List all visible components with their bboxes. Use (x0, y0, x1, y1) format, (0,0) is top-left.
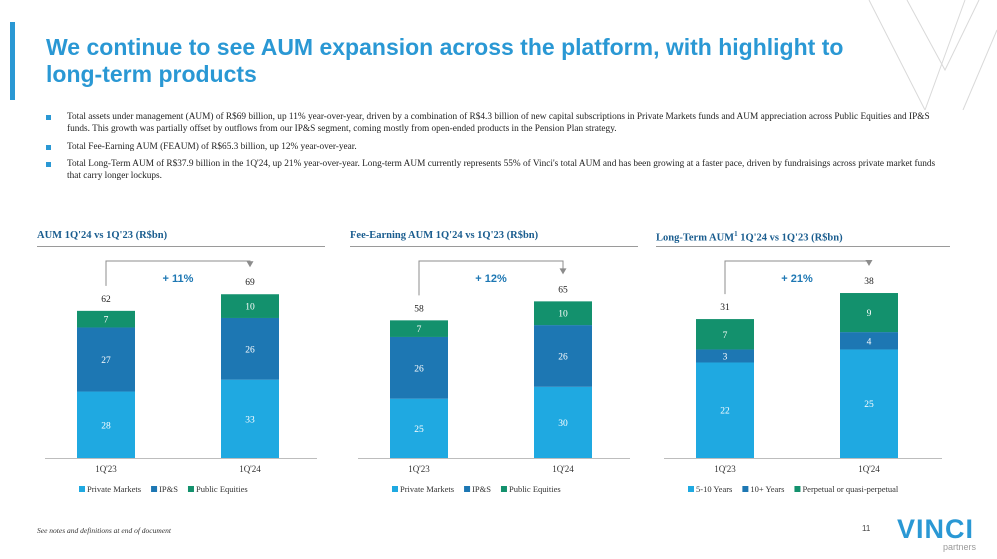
chart-title: Fee-Earning AUM 1Q'24 vs 1Q'23 (R$bn) (350, 230, 539, 241)
aum-chart-panel: AUM 1Q'24 vs 1Q'23 (R$bn) 28 27 7 62 1Q'23 33… (37, 230, 325, 505)
category-label: 1Q'23 (408, 464, 430, 474)
chart-title-rule (656, 246, 950, 247)
data-label: 7 (417, 325, 422, 335)
data-label: 33 (245, 415, 255, 425)
legend-swatch (500, 486, 507, 492)
decorative-lines (868, 0, 997, 110)
legend-swatch (79, 486, 85, 492)
bar-segment (77, 391, 135, 458)
bar-segment (390, 336, 448, 399)
chart-title-rule (350, 246, 638, 247)
total-label: 69 (245, 278, 255, 288)
long-term-aum-chart: 22 3 7 31 1Q'23 25 4 9 38 1Q'24 + 21% 5-10 Years 10+… (664, 260, 942, 494)
feaum-chart-panel: Fee-Earning AUM 1Q'24 vs 1Q'23 (R$bn) 25… (350, 230, 638, 505)
data-label: 9 (867, 309, 872, 319)
legend-label: Public Equities (196, 484, 248, 494)
data-label: 26 (245, 345, 255, 355)
bar-segment (696, 349, 754, 363)
total-label: 62 (101, 295, 111, 305)
bar-segment (840, 293, 898, 333)
title-accent-bar (10, 22, 15, 100)
bar-segment (221, 294, 279, 318)
legend-label: 5-10 Years (696, 484, 732, 494)
chart-title: AUM 1Q'24 vs 1Q'23 (R$bn) (37, 230, 168, 241)
bar-segment (840, 332, 898, 350)
feaum-chart: 25 26 7 58 1Q'23 30 26 10 65 1Q'24 + 12% Private Ma… (358, 260, 630, 494)
data-label: 25 (414, 425, 424, 435)
legend-swatch (464, 486, 471, 492)
page-number: 11 (862, 524, 871, 533)
bar-segment (534, 325, 592, 387)
page-title: We continue to see AUM expansion across … (46, 34, 844, 87)
chart-title: Long-Term AUM1 1Q'24 vs 1Q'23 (R$bn) (656, 230, 843, 244)
data-label: 25 (864, 400, 874, 410)
bullet-list: Total assets under management (AUM) of R… (46, 112, 946, 189)
bar-segment (696, 319, 754, 350)
growth-arrowhead (559, 268, 567, 275)
logo-subtitle: partners (943, 542, 977, 552)
data-label: 26 (414, 364, 424, 374)
bar-segment (390, 398, 448, 458)
total-label: 65 (558, 285, 568, 295)
long-term-aum-chart-panel: Long-Term AUM1 1Q'24 vs 1Q'23 (R$bn) 22 3… (656, 230, 950, 505)
growth-label: + 21% (781, 273, 813, 285)
footnote: See notes and definitions at end of docu… (37, 526, 171, 535)
category-label: 1Q'24 (552, 464, 574, 474)
chart-title-rule (37, 246, 325, 247)
category-label: 1Q'24 (239, 464, 261, 474)
growth-label: + 12% (475, 273, 507, 285)
bar-segment (534, 386, 592, 458)
data-label: 26 (558, 352, 568, 362)
legend-swatch (187, 486, 194, 492)
data-label: 10 (558, 310, 568, 320)
bar-segment (696, 362, 754, 458)
legend-label: IP&S (472, 484, 491, 494)
growth-bracket (418, 260, 564, 296)
growth-label: + 11% (163, 273, 194, 285)
vinci-logo: VINCI partners (897, 514, 992, 552)
data-label: 30 (558, 419, 568, 429)
data-label: 22 (720, 407, 730, 417)
data-label: 7 (723, 331, 728, 341)
growth-arrowhead (865, 260, 873, 267)
category-label: 1Q'23 (95, 464, 117, 474)
bar-segment (840, 349, 898, 458)
bar-segment (221, 379, 279, 458)
legend-swatch (688, 486, 694, 492)
category-label: 1Q'23 (714, 464, 736, 474)
legend-label: Perpetual or quasi-perpetual (802, 484, 898, 494)
data-label: 27 (101, 356, 111, 366)
legend-swatch (151, 486, 158, 492)
legend-label: 10+ Years (750, 484, 784, 494)
total-label: 38 (864, 277, 874, 287)
legend-swatch (794, 486, 801, 492)
bullet-aum: Total assets under management (AUM) of R… (46, 112, 946, 136)
bullet-feaum: Total Fee-Earning AUM (FEAUM) of R$65.3 … (46, 142, 946, 154)
total-label: 58 (414, 304, 424, 314)
legend-swatch (742, 486, 749, 492)
logo-wordmark: VINCI (897, 514, 975, 544)
aum-chart: 28 27 7 62 1Q'23 33 26 10 69 1Q'24 + 11% Private Ma… (45, 260, 317, 494)
legend-swatch (392, 486, 398, 492)
bar-segment (221, 317, 279, 380)
legend-label: Public Equities (509, 484, 561, 494)
legend-label: IP&S (159, 484, 178, 494)
total-label: 31 (720, 303, 730, 313)
legend-label: Private Markets (87, 484, 141, 494)
bar-segment (390, 320, 448, 337)
bullet-long-term-aum: Total Long-Term AUM of R$37.9 billion in… (46, 159, 946, 183)
data-label: 3 (723, 352, 728, 362)
growth-arrowhead (246, 261, 254, 268)
data-label: 28 (101, 421, 111, 431)
bar-segment (77, 310, 135, 328)
bar-segment (534, 301, 592, 326)
bar-segment (77, 327, 135, 392)
category-label: 1Q'24 (858, 464, 880, 474)
legend-label: Private Markets (400, 484, 454, 494)
data-label: 7 (104, 316, 109, 326)
data-label: 4 (867, 337, 872, 347)
data-label: 10 (245, 303, 255, 313)
